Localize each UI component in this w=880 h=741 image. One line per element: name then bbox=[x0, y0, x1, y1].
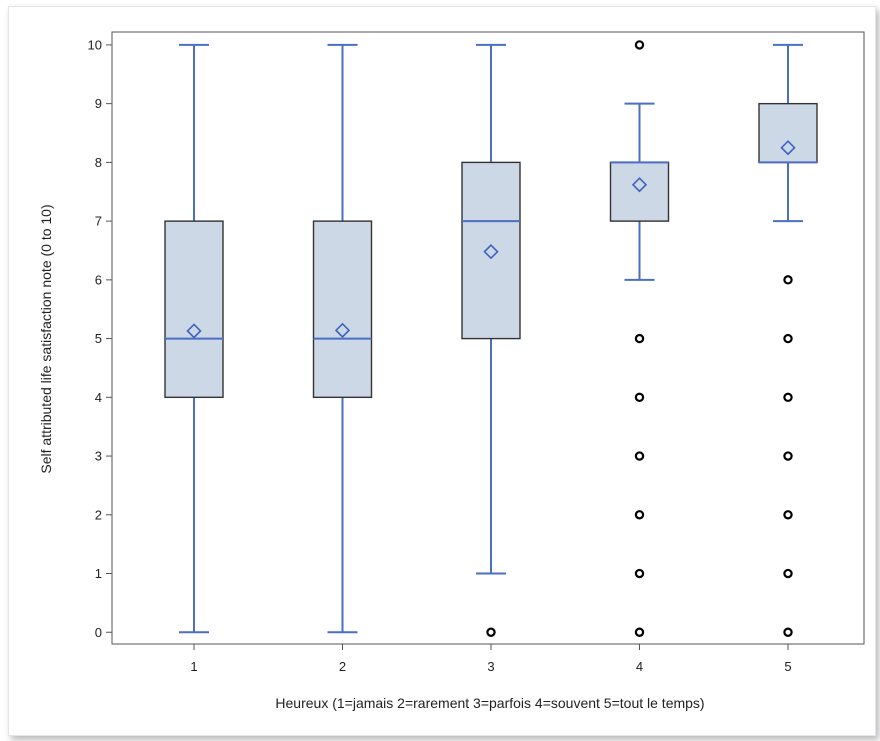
outlier-point bbox=[783, 627, 793, 637]
outlier-point bbox=[783, 451, 793, 461]
outlier-point bbox=[634, 627, 645, 637]
outlier-point bbox=[634, 510, 645, 520]
outlier-point bbox=[634, 568, 645, 579]
box-group-1 bbox=[164, 43, 224, 634]
y-tick-label: 2 bbox=[95, 507, 102, 522]
mean-marker bbox=[186, 323, 202, 339]
outlier-point bbox=[783, 392, 793, 403]
outlier-point bbox=[783, 333, 793, 344]
box-iqr bbox=[758, 102, 818, 164]
outlier-point bbox=[634, 451, 645, 461]
x-tick-label: 5 bbox=[784, 659, 791, 674]
outlier-point bbox=[634, 333, 645, 344]
y-tick-label: 6 bbox=[95, 272, 102, 287]
y-tick-label: 7 bbox=[95, 214, 102, 229]
outlier-point bbox=[634, 40, 645, 50]
box-iqr bbox=[164, 220, 224, 399]
x-axis: 1 2 3 4 5 bbox=[190, 644, 792, 674]
box-series bbox=[164, 40, 818, 637]
y-axis-label: Self attributed life satisfaction note (… bbox=[38, 204, 54, 473]
box-group-4 bbox=[609, 40, 670, 637]
box-iqr bbox=[312, 220, 373, 399]
outlier-point bbox=[783, 568, 793, 579]
x-tick-label: 3 bbox=[487, 659, 494, 674]
mean-marker bbox=[334, 322, 351, 338]
outlier-point bbox=[783, 275, 793, 285]
y-tick-label: 4 bbox=[95, 390, 102, 405]
y-tick-label: 5 bbox=[95, 331, 102, 346]
y-tick-label: 9 bbox=[95, 96, 102, 111]
x-tick-label: 2 bbox=[339, 659, 346, 674]
y-tick-label: 3 bbox=[95, 449, 102, 464]
box-group-3 bbox=[461, 43, 521, 637]
box-group-5 bbox=[758, 43, 818, 637]
mean-marker bbox=[631, 177, 648, 193]
y-tick-label: 1 bbox=[95, 566, 102, 581]
outlier-point bbox=[634, 392, 645, 403]
box-iqr bbox=[461, 161, 521, 340]
y-tick-label: 8 bbox=[95, 155, 102, 170]
box-group-2 bbox=[312, 43, 373, 634]
outlier-point bbox=[783, 510, 793, 520]
outlier-point bbox=[486, 627, 496, 637]
y-tick-label: 10 bbox=[88, 37, 102, 52]
y-axis: 0 1 2 3 4 5 6 7 8 9 10 bbox=[88, 37, 112, 640]
mean-marker bbox=[483, 244, 499, 260]
x-tick-label: 4 bbox=[636, 659, 643, 674]
x-tick-label: 1 bbox=[190, 659, 197, 674]
x-axis-label: Heureux (1=jamais 2=rarement 3=parfois 4… bbox=[275, 695, 704, 711]
y-tick-label: 0 bbox=[95, 625, 102, 640]
mean-marker bbox=[780, 140, 796, 156]
